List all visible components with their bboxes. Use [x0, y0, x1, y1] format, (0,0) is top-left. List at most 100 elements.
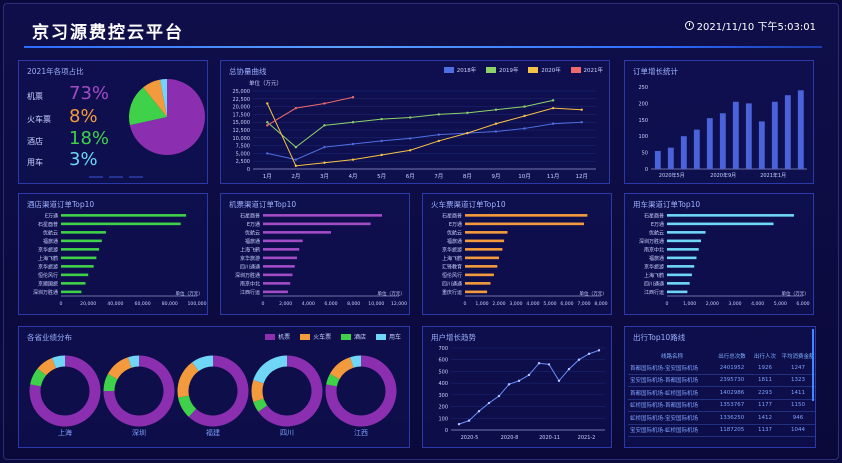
x-tick-label: 20,000 [80, 301, 96, 307]
pie-slice [129, 79, 205, 155]
page-title: 京习源费控云平台 [32, 23, 184, 43]
data-point [551, 99, 555, 102]
x-tick-label: 11月 [547, 173, 560, 180]
table-row[interactable]: 首都国际机场-虹桥国际机场 1402986 2293 1411 [628, 387, 815, 400]
data-point [587, 352, 591, 356]
data-point [409, 137, 412, 140]
bar [771, 101, 778, 169]
unit-label: 单位（万元） [175, 290, 203, 297]
bar [667, 265, 695, 268]
y-tick-label: 0 [645, 167, 648, 173]
category-label: 上海飞鹤 [38, 255, 58, 262]
table-row[interactable]: 宝安国际机场-首都国际机场 2395730 1811 1323 [628, 375, 815, 387]
bar [263, 222, 371, 226]
bar [263, 282, 291, 285]
data-point [494, 108, 498, 111]
table-cell: 2395730 [719, 377, 745, 384]
data-point [323, 161, 326, 164]
table-cell: 1402986 [719, 389, 745, 396]
table-row[interactable]: 虹桥国际机场-首都国际机场 1353767 1177 1150 [628, 400, 815, 412]
data-point [487, 401, 491, 405]
table-cell: 虹桥国际机场-首都国际机场 [630, 403, 698, 410]
y-tick-label: 500 [438, 369, 448, 375]
regions-legend: 机票 火车票 酒店 用车 [257, 332, 401, 342]
category-label: 四川通通 [442, 280, 462, 287]
x-tick-label: 2,000 [706, 301, 719, 307]
x-tick-label: 2,000 [279, 301, 292, 307]
y-tick-label: 12,500 [233, 128, 251, 134]
table-cell: 1353767 [719, 402, 745, 409]
car-top-panel: 用车渠道订单Top10 石星酉普 E万通 优航云 深圳万胜通 南京中北 福旅通 京华旅游 上海… [624, 193, 814, 315]
donut-slice [51, 355, 65, 369]
region-label: 福建 [206, 428, 220, 437]
bar [61, 222, 181, 226]
data-point [409, 116, 412, 119]
x-tick-label: 2021-2 [578, 435, 596, 441]
category-label: 京华旅游 [38, 246, 58, 253]
table-row[interactable]: 宝安国际机场-虹桥国际机场 1187205 1137 1044 [628, 425, 815, 437]
table-cell: 1412 [758, 414, 772, 421]
pie-slice [143, 79, 167, 117]
category-label: 深圳万胜通 [33, 289, 58, 296]
total-title: 总协量曲线 [229, 67, 267, 76]
y-tick-label: 0 [247, 167, 250, 173]
data-point [266, 102, 269, 105]
data-point [380, 139, 383, 143]
region-label: 四川 [280, 429, 294, 437]
y-tick-label: 600 [438, 358, 448, 364]
routes-table: 线路名称 出行总次数 出行人次 平均消费金额 首都国际机场-宝安国际机场 2401… [628, 349, 815, 437]
category-label: 深圳万胜通 [235, 272, 260, 279]
table-row[interactable]: 首都国际机场-宝安国际机场 2401952 1926 1247 [628, 362, 815, 375]
bar [667, 290, 688, 294]
data-point [580, 108, 583, 111]
donut-slice [326, 373, 340, 387]
y-tick-label: 200 [438, 405, 448, 411]
y-tick-label: 100 [638, 134, 648, 140]
users-title: 用户增长趋势 [431, 333, 476, 342]
y-tick-label: 10,000 [233, 136, 251, 142]
donut-slice [178, 395, 197, 417]
data-point [527, 373, 531, 377]
data-point [266, 124, 269, 127]
data-point [266, 121, 269, 124]
x-tick-label: 80,000 [162, 301, 178, 307]
category-label: 优航云 [245, 229, 260, 236]
datetime: 2021/11/10 下午5:03:01 [684, 18, 816, 33]
category-label: 四川通通 [644, 280, 664, 287]
flight-top-title: 机票渠道订单Top10 [229, 200, 297, 209]
bar [465, 290, 488, 294]
routes-panel: 出行Top10路线 线路名称 出行总次数 出行人次 平均消费金额 首都国际机场-… [624, 326, 816, 448]
donut-slice [192, 355, 213, 372]
table-cell: 1150 [791, 402, 805, 409]
bar [61, 214, 187, 217]
data-point [577, 358, 581, 361]
bar [797, 90, 804, 169]
bar [465, 273, 494, 277]
y-tick-label: 250 [638, 85, 648, 91]
routes-scrollbar[interactable] [812, 329, 814, 401]
category-label: 福旅通 [245, 238, 260, 245]
category-label: E万通 [449, 221, 462, 228]
data-point [557, 379, 561, 382]
series-line [267, 96, 354, 126]
x-tick-label: 0 [666, 301, 669, 307]
share-row-car: 用车 3% [27, 149, 98, 170]
bar [465, 222, 584, 226]
donut-slice [188, 355, 249, 427]
hotel-top-panel: 酒店渠道订单Top10 E万通 石星酉普 优航云 福旅通 京华旅游 上海飞鹤 京华旅游 恒伦风… [18, 193, 208, 315]
orders-panel: 订单增长统计 0 50 100 150 200 250 2020年5月 2020年9月 2021… [624, 60, 814, 184]
data-point [517, 379, 521, 382]
data-point [351, 158, 355, 161]
bar [465, 256, 499, 260]
region-label: 江西 [354, 429, 368, 437]
data-point [409, 149, 412, 152]
category-label: 江西行运 [240, 289, 260, 296]
data-point [523, 105, 526, 108]
x-tick-label: 2020-5 [461, 435, 479, 441]
bar [61, 273, 89, 277]
table-row[interactable]: 虹桥国际机场-宝安国际机场 1336250 1412 946 [628, 412, 815, 425]
data-point [437, 113, 440, 116]
